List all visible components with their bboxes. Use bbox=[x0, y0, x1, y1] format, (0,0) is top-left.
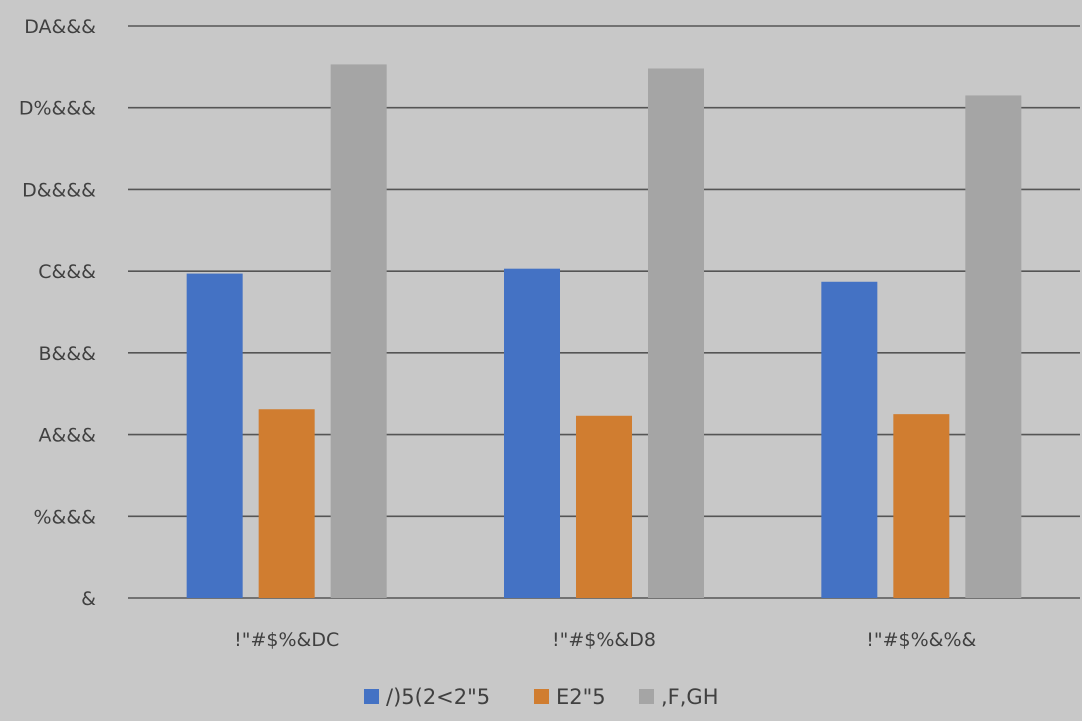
legend-swatch bbox=[364, 689, 379, 704]
y-tick-label: B&&& bbox=[39, 343, 97, 365]
y-tick-label: A&&& bbox=[39, 425, 97, 447]
legend-label: /)5(2<2"5 bbox=[386, 685, 490, 709]
x-axis-ticks: !"#$%&DC !"#$%&D8 !"#$%&%& bbox=[234, 629, 976, 651]
bars bbox=[186, 64, 1022, 599]
bar bbox=[186, 273, 243, 598]
y-tick-label: %&&& bbox=[33, 506, 96, 528]
bar bbox=[576, 415, 632, 598]
bar bbox=[504, 268, 560, 598]
legend-label: E2"5 bbox=[556, 685, 606, 709]
bar bbox=[330, 64, 387, 599]
bar bbox=[821, 281, 878, 598]
x-tick-label: !"#$%&%& bbox=[866, 629, 976, 651]
legend-label: ,F,GH bbox=[661, 685, 719, 709]
legend-swatch bbox=[534, 689, 549, 704]
y-axis-ticks: & %&&& A&&& B&&& C&&& D&&&& D%&&& DA&&& bbox=[19, 16, 96, 610]
bar bbox=[965, 95, 1022, 598]
legend: /)5(2<2"5 E2"5 ,F,GH bbox=[364, 685, 719, 709]
y-tick-label: C&&& bbox=[38, 261, 96, 283]
y-tick-label: & bbox=[81, 588, 96, 610]
bar bbox=[648, 68, 704, 598]
y-tick-label: DA&&& bbox=[24, 16, 96, 38]
x-tick-label: !"#$%&DC bbox=[234, 629, 339, 651]
y-tick-label: D%&&& bbox=[19, 98, 96, 120]
bar bbox=[893, 414, 950, 598]
x-tick-label: !"#$%&D8 bbox=[552, 629, 656, 651]
y-tick-label: D&&&& bbox=[22, 179, 96, 201]
bar bbox=[258, 409, 315, 598]
legend-swatch bbox=[639, 689, 654, 704]
